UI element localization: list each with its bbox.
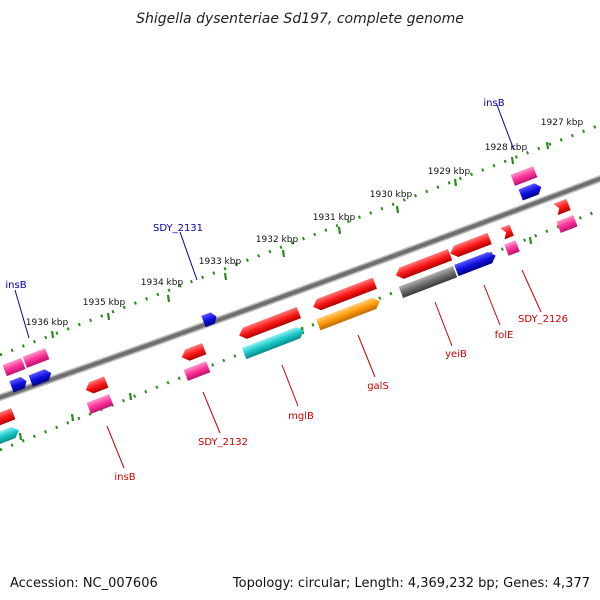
- gene-feature-sdy-2132[interactable]: [183, 361, 211, 381]
- genome-backbone: [0, 175, 600, 402]
- gene-feature-magenta-left[interactable]: [2, 357, 26, 377]
- gene-feature-insb-lower[interactable]: [86, 394, 114, 414]
- accession-text: Accession: NC_007606: [10, 576, 158, 591]
- gene-feature-red-4[interactable]: [237, 306, 302, 341]
- gene-feature-yeib[interactable]: [398, 266, 458, 298]
- gene-feature-blue-left-2[interactable]: [9, 376, 28, 393]
- gene-feature-sdy-2131[interactable]: [201, 311, 218, 328]
- gene-feature-red-2[interactable]: [394, 249, 453, 281]
- gene-feature-blue-1[interactable]: [454, 250, 498, 277]
- genome-summary-text: Topology: circular; Length: 4,369,232 bp…: [232, 576, 590, 591]
- scale-track-upper: [0, 123, 600, 357]
- gene-feature-red-small[interactable]: [500, 224, 514, 240]
- leader-lines: [14, 104, 542, 469]
- scale-label: 1933 kbp: [199, 257, 242, 267]
- features-forward: [2, 166, 544, 393]
- gene-feature-mglb[interactable]: [241, 325, 306, 360]
- scale-label: 1927 kbp: [541, 118, 584, 128]
- gene-feature-red-3[interactable]: [311, 277, 377, 313]
- scale-label: 1932 kbp: [256, 235, 299, 245]
- scale-label: 1935 kbp: [83, 298, 126, 308]
- gene-feature-cyan-left[interactable]: [0, 425, 21, 448]
- gene-feature-fole[interactable]: [504, 240, 520, 256]
- gene-label-yeib[interactable]: yeiB: [445, 349, 467, 360]
- gene-label-gals[interactable]: galS: [367, 381, 389, 392]
- gene-feature-gals[interactable]: [316, 296, 382, 331]
- scale-label: 1936 kbp: [26, 318, 69, 328]
- features-reverse: [0, 198, 578, 448]
- scale-label: 1934 kbp: [141, 278, 184, 288]
- gene-feature-insb[interactable]: [510, 166, 538, 186]
- gene-label-fole[interactable]: folE: [495, 330, 514, 341]
- gene-feature-insb-blue[interactable]: [518, 181, 544, 201]
- gene-feature-red-6[interactable]: [84, 376, 109, 395]
- gene-feature-blue-left[interactable]: [28, 367, 54, 387]
- gene-label-insb[interactable]: insB: [114, 472, 135, 483]
- scale-label: 1929 kbp: [428, 167, 471, 177]
- gene-label-sdy-2131[interactable]: SDY_2131: [153, 223, 203, 234]
- scale-label: 1930 kbp: [370, 190, 413, 200]
- gene-feature-red-1[interactable]: [448, 232, 492, 259]
- gene-labels: insB SDY_2131 insB SDY_2126 folE yeiB ga…: [5, 98, 568, 483]
- scale-major-ticks: [50, 141, 550, 339]
- gene-feature-red-left[interactable]: [0, 408, 16, 428]
- genome-title: Shigella dysenteriae Sd197, complete gen…: [136, 11, 464, 27]
- gene-label-sdy-2132[interactable]: SDY_2132: [198, 437, 248, 448]
- gene-feature-red-right[interactable]: [553, 198, 571, 216]
- scale-label: 1931 kbp: [313, 213, 356, 223]
- scale-labels: 1927 kbp 1928 kbp 1929 kbp 1930 kbp 1931…: [26, 118, 584, 328]
- gene-feature-red-5[interactable]: [180, 343, 207, 363]
- gene-label-mglb[interactable]: mglB: [288, 411, 314, 422]
- gene-feature-insb-left[interactable]: [22, 348, 50, 368]
- gene-label-insb[interactable]: insB: [483, 98, 504, 109]
- gene-label-sdy-2126[interactable]: SDY_2126: [518, 314, 568, 325]
- gene-feature-sdy-2126[interactable]: [556, 215, 578, 233]
- scale-label: 1928 kbp: [485, 143, 528, 153]
- gene-label-insb[interactable]: insB: [5, 280, 26, 291]
